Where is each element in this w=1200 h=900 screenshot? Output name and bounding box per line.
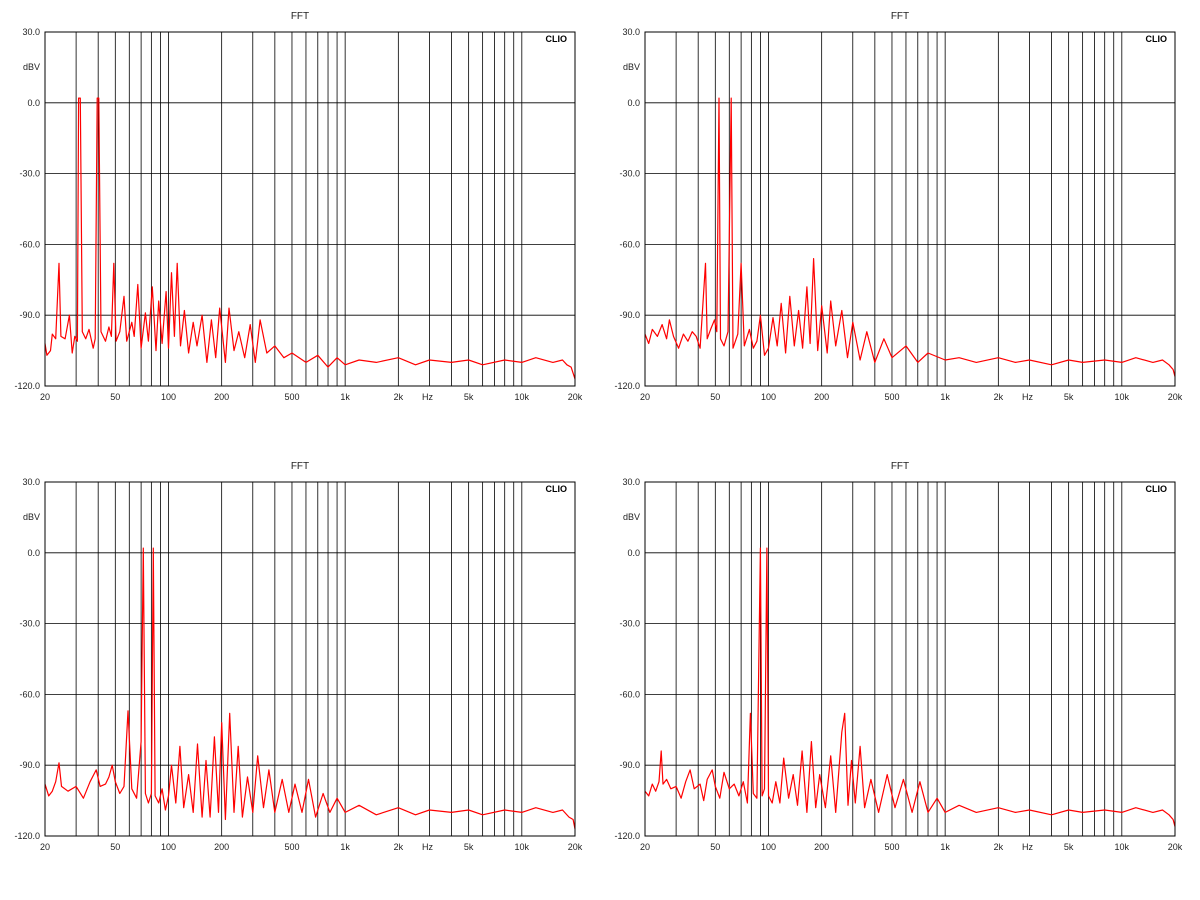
- x-tick-label: 20k: [568, 392, 583, 402]
- y-tick-label: -30.0: [619, 619, 640, 629]
- x-unit-label: Hz: [1022, 392, 1033, 402]
- chart-title: FFT: [291, 11, 309, 22]
- fft-chart-bottom-left: FFT CLIO dBV 30.0 0.0 -30.0 -60.0 -90.0 -120.0 20…: [0, 450, 600, 900]
- y-tick-label: -90.0: [619, 760, 640, 770]
- y-tick-label: 30.0: [622, 477, 640, 487]
- x-tick-label: 10k: [1115, 842, 1130, 852]
- y-tick-label: -30.0: [19, 169, 40, 179]
- y-tick-label: 0.0: [627, 98, 640, 108]
- x-tick-label: 1k: [340, 842, 350, 852]
- x-tick-label: 100: [161, 842, 176, 852]
- y-tick-label: 30.0: [622, 27, 640, 37]
- x-tick-label: 500: [284, 842, 299, 852]
- fft-trace-line: [644, 97, 1176, 377]
- x-tick-label: 5k: [1064, 392, 1074, 402]
- x-tick-label: 100: [161, 392, 176, 402]
- y-tick-label: -90.0: [19, 760, 40, 770]
- fft-chart-top-left: FFT CLIO dBV 30.0 0.0 -30.0 -60.0 -90.0 -120.0 20…: [0, 0, 600, 450]
- x-tick-label: 500: [884, 392, 899, 402]
- y-tick-label: -30.0: [19, 619, 40, 629]
- clio-brand-label: CLIO: [546, 34, 568, 44]
- fft-trace-line: [44, 97, 576, 380]
- y-tick-label: -120.0: [14, 831, 40, 841]
- x-tick-label: 50: [110, 392, 120, 402]
- x-tick-label: 100: [761, 392, 776, 402]
- x-tick-label: 50: [710, 392, 720, 402]
- fft-plot-svg: FFTCLIOdBV30.00.0-30.0-60.0-90.0-120.020…: [614, 461, 1183, 852]
- x-tick-label: 2k: [994, 392, 1004, 402]
- y-tick-label: -90.0: [619, 310, 640, 320]
- fft-plot-svg: FFTCLIOdBV30.00.0-30.0-60.0-90.0-120.020…: [614, 11, 1183, 402]
- fft-plot-svg: FFTCLIOdBV30.00.0-30.0-60.0-90.0-120.020…: [14, 11, 583, 402]
- x-tick-label: 200: [214, 392, 229, 402]
- y-unit-label: dBV: [23, 62, 40, 72]
- x-tick-label: 500: [284, 392, 299, 402]
- x-tick-label: 20: [40, 392, 50, 402]
- y-tick-label: 30.0: [22, 27, 40, 37]
- fft-trace-line: [44, 547, 576, 830]
- x-tick-label: 200: [214, 842, 229, 852]
- y-tick-label: -60.0: [619, 689, 640, 699]
- x-tick-label: 2k: [394, 842, 404, 852]
- y-unit-label: dBV: [623, 512, 640, 522]
- x-tick-label: 20k: [1168, 842, 1183, 852]
- fft-chart-top-right: FFT CLIO dBV 30.0 0.0 -30.0 -60.0 -90.0 -120.0 20…: [600, 0, 1200, 450]
- y-tick-label: 0.0: [627, 548, 640, 558]
- y-tick-label: -60.0: [19, 239, 40, 249]
- x-tick-label: 20: [640, 392, 650, 402]
- y-tick-label: 0.0: [27, 98, 40, 108]
- x-unit-label: Hz: [1022, 842, 1033, 852]
- x-tick-label: 1k: [340, 392, 350, 402]
- x-tick-label: 5k: [464, 392, 474, 402]
- x-tick-label: 10k: [1115, 392, 1130, 402]
- x-unit-label: Hz: [422, 842, 433, 852]
- plot-frame: [44, 31, 576, 387]
- y-tick-label: -90.0: [19, 310, 40, 320]
- x-tick-label: 1k: [940, 842, 950, 852]
- plot-frame: [644, 31, 1176, 387]
- y-tick-label: -30.0: [619, 169, 640, 179]
- y-tick-label: -120.0: [14, 381, 40, 391]
- chart-title: FFT: [891, 461, 909, 472]
- chart-title: FFT: [291, 461, 309, 472]
- x-tick-label: 2k: [394, 392, 404, 402]
- plot-frame: [644, 481, 1176, 837]
- chart-title: FFT: [891, 11, 909, 22]
- clio-brand-label: CLIO: [546, 484, 568, 494]
- x-tick-label: 50: [710, 842, 720, 852]
- x-tick-label: 20k: [568, 842, 583, 852]
- x-tick-label: 5k: [1064, 842, 1074, 852]
- x-tick-label: 20: [640, 842, 650, 852]
- x-tick-label: 10k: [515, 392, 530, 402]
- clio-brand-label: CLIO: [1146, 484, 1168, 494]
- y-tick-label: -60.0: [19, 689, 40, 699]
- y-unit-label: dBV: [623, 62, 640, 72]
- y-tick-label: -120.0: [614, 831, 640, 841]
- x-tick-label: 20k: [1168, 392, 1183, 402]
- y-tick-label: -60.0: [619, 239, 640, 249]
- x-tick-label: 100: [761, 842, 776, 852]
- x-tick-label: 200: [814, 392, 829, 402]
- x-tick-label: 200: [814, 842, 829, 852]
- y-tick-label: 0.0: [27, 548, 40, 558]
- fft-plot-svg: FFTCLIOdBV30.00.0-30.0-60.0-90.0-120.020…: [14, 461, 583, 852]
- x-tick-label: 50: [110, 842, 120, 852]
- fft-trace-line: [644, 547, 1176, 827]
- x-tick-label: 20: [40, 842, 50, 852]
- y-tick-label: -120.0: [614, 381, 640, 391]
- x-tick-label: 2k: [994, 842, 1004, 852]
- x-tick-label: 10k: [515, 842, 530, 852]
- fft-chart-bottom-right: FFT CLIO dBV 30.0 0.0 -30.0 -60.0 -90.0 -120.0 20…: [600, 450, 1200, 900]
- clio-brand-label: CLIO: [1146, 34, 1168, 44]
- x-tick-label: 5k: [464, 842, 474, 852]
- plot-frame: [44, 481, 576, 837]
- y-tick-label: 30.0: [22, 477, 40, 487]
- x-tick-label: 1k: [940, 392, 950, 402]
- y-unit-label: dBV: [23, 512, 40, 522]
- x-tick-label: 500: [884, 842, 899, 852]
- x-unit-label: Hz: [422, 392, 433, 402]
